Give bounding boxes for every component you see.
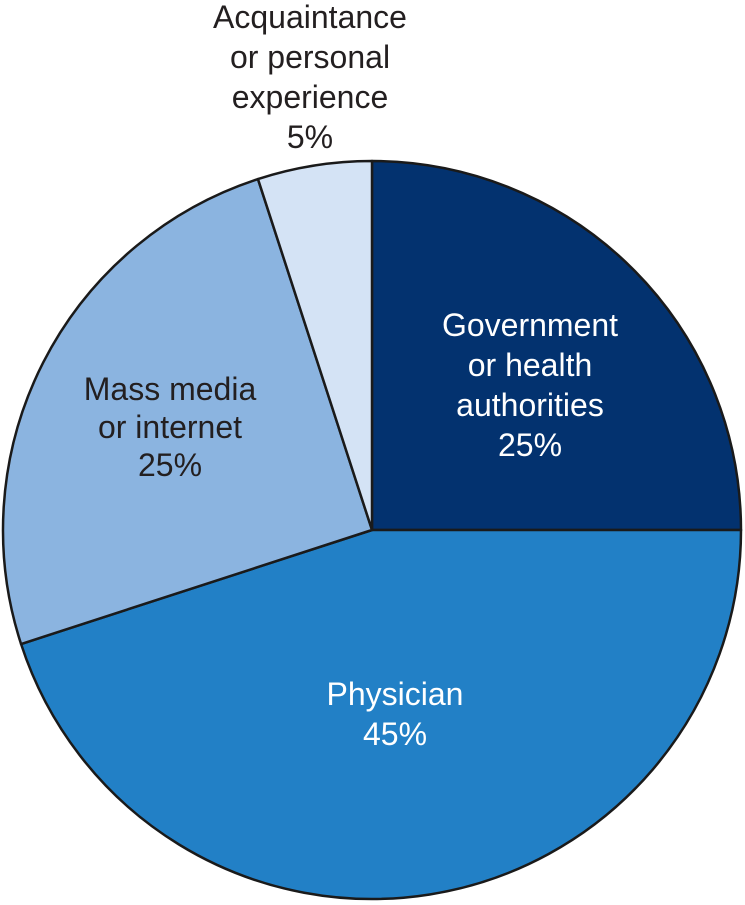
pie-slice-acquaintance-or-personal-experience	[256, 159, 374, 532]
slice-name-line: experience	[232, 79, 389, 115]
slice-name-line: or health	[468, 347, 593, 383]
pie-slice-government-or-health-authorities	[370, 159, 743, 532]
slice-label-acquaintance-or-personal-experience: Acquaintance or personal experience 5%	[213, 0, 407, 155]
pie-slice-mass-media-or-internet	[1, 177, 374, 646]
slice-name-line: Acquaintance	[213, 0, 407, 35]
slice-value-label: 25%	[138, 447, 202, 483]
pie-labels: Government or health authorities 25% Physici…	[84, 0, 618, 752]
slice-name-line: Physician	[327, 676, 464, 712]
slice-name-line: authorities	[456, 387, 604, 423]
pie-slice-physician	[19, 528, 743, 901]
slice-name-line: or internet	[98, 409, 242, 445]
pie-slices	[1, 159, 743, 901]
slice-name-line: or personal	[230, 39, 390, 75]
slice-name-line: Government	[442, 307, 618, 343]
slice-label-physician: Physician 45%	[327, 676, 464, 752]
slice-label-government-or-health-authorities: Government or health authorities 25%	[442, 307, 618, 463]
slice-value-label: 45%	[363, 716, 427, 752]
slice-value-label: 25%	[498, 427, 562, 463]
slice-value-label: 5%	[287, 119, 333, 155]
slice-label-mass-media-or-internet: Mass media or internet 25%	[84, 371, 257, 483]
slice-name-line: Mass media	[84, 371, 257, 407]
